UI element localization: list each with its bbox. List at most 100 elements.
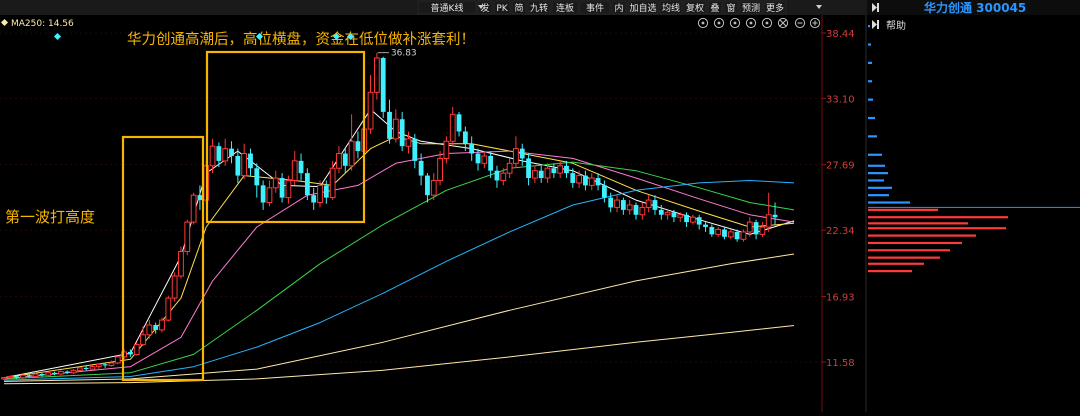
- toolbar-button-14[interactable]: 更多: [763, 0, 787, 15]
- plus-circle-icon[interactable]: [809, 17, 821, 29]
- candle: [462, 126, 468, 152]
- candle: [506, 158, 513, 179]
- toolbar-button-11[interactable]: 叠: [707, 0, 723, 15]
- candle: [564, 160, 569, 179]
- candle: [588, 173, 595, 191]
- candle: [392, 109, 399, 143]
- candle: [551, 163, 557, 179]
- candle: [759, 222, 766, 237]
- expand-right-icon[interactable]: [872, 3, 877, 12]
- toolbar-button-10[interactable]: 复权: [683, 0, 707, 15]
- candle: [336, 146, 342, 174]
- candle: [184, 219, 191, 256]
- candle: [108, 360, 115, 367]
- candle: [602, 180, 607, 203]
- ma250-value: MA250: 14.56: [11, 19, 74, 29]
- volume-profile-bar: [868, 116, 875, 120]
- candle: [677, 212, 684, 223]
- ma250-indicator: MA250: 14.56: [0, 18, 74, 29]
- candle: [544, 163, 551, 183]
- circle-arrow-icon[interactable]: [745, 17, 757, 29]
- sliders-icon[interactable]: [761, 17, 773, 29]
- first-wave-box: [121, 135, 205, 382]
- event-marker-icon: [332, 32, 341, 41]
- toolbar-button-2[interactable]: PK: [493, 0, 511, 15]
- toolbar-button-label: 窗: [726, 2, 735, 14]
- toolbar-button-6[interactable]: 事件: [579, 0, 611, 15]
- candle: [159, 317, 165, 333]
- candle: [311, 187, 317, 210]
- candle: [696, 214, 702, 230]
- toolbar-button-5[interactable]: 连板: [551, 0, 579, 15]
- toolbar-button-3[interactable]: 简: [511, 0, 527, 15]
- volume-profile-bar: [868, 25, 870, 28]
- candle: [70, 369, 77, 375]
- redo-icon[interactable]: [713, 17, 725, 29]
- toolbar-button-13[interactable]: 预测: [739, 0, 763, 15]
- candle: [209, 138, 216, 174]
- candle: [95, 362, 102, 370]
- candle: [266, 180, 273, 207]
- candle: [626, 200, 633, 215]
- candle: [26, 374, 32, 378]
- help-expand-icon[interactable]: [872, 20, 877, 29]
- candle: [715, 227, 722, 237]
- candle: [57, 370, 64, 376]
- toolbar-button-12[interactable]: 窗: [723, 0, 739, 15]
- candle: [595, 173, 601, 191]
- minus-circle-icon[interactable]: [794, 17, 806, 29]
- kline-dropdown-icon[interactable]: [478, 5, 484, 9]
- candle: [298, 153, 304, 181]
- close-icon[interactable]: [777, 17, 789, 29]
- candle: [83, 365, 89, 371]
- candle: [709, 224, 715, 237]
- candle: [102, 362, 108, 368]
- candle: [197, 185, 203, 210]
- volume-profile-bar: [868, 98, 873, 101]
- volume-profile-bar: [868, 208, 938, 211]
- peak-price-label: 36.83: [391, 49, 417, 59]
- ma20-line: [3, 150, 795, 380]
- ma250-marker-icon: [0, 18, 9, 27]
- candle: [140, 326, 146, 346]
- candle: [241, 143, 248, 180]
- y-tick-label: 22.34: [826, 226, 855, 237]
- candle: [317, 180, 323, 208]
- candle: [190, 192, 197, 225]
- volume-profile-bar: [868, 172, 888, 175]
- volume-profile-bar: [868, 216, 1008, 219]
- eye-icon[interactable]: [697, 17, 709, 29]
- toolbar-button-label: 九转: [530, 2, 548, 14]
- candle: [399, 111, 405, 152]
- volume-profile-bar: [868, 80, 872, 83]
- volume-profile-bar: [868, 262, 924, 265]
- candle: [425, 173, 430, 203]
- candle: [248, 148, 253, 176]
- candle: [671, 209, 677, 223]
- toolbar-button-1[interactable]: 发: [477, 0, 493, 15]
- volume-profile-bar: [868, 249, 950, 252]
- candle: [114, 355, 121, 365]
- help-label[interactable]: 帮助: [886, 19, 906, 32]
- candle: [531, 165, 538, 183]
- toolbar-button-8[interactable]: 加自选: [627, 0, 659, 15]
- candle: [576, 170, 583, 188]
- toolbar-button-4[interactable]: 九转: [527, 0, 551, 15]
- ma120-line: [3, 180, 795, 381]
- candle: [412, 133, 418, 169]
- candle: [272, 170, 279, 193]
- toolbar-button-0[interactable]: 普通K线: [417, 0, 477, 15]
- toolbar-button-9[interactable]: 均线: [659, 0, 683, 15]
- candle: [20, 374, 26, 379]
- volume-profile-bar: [868, 256, 940, 259]
- candle: [614, 195, 620, 213]
- more-dropdown-icon[interactable]: [816, 5, 822, 9]
- mute-icon[interactable]: [729, 17, 741, 29]
- candle: [405, 131, 412, 154]
- y-tick-label: 38.44: [826, 29, 855, 40]
- candle: [633, 202, 639, 220]
- candle: [304, 168, 310, 201]
- toolbar-button-7[interactable]: 内: [611, 0, 627, 15]
